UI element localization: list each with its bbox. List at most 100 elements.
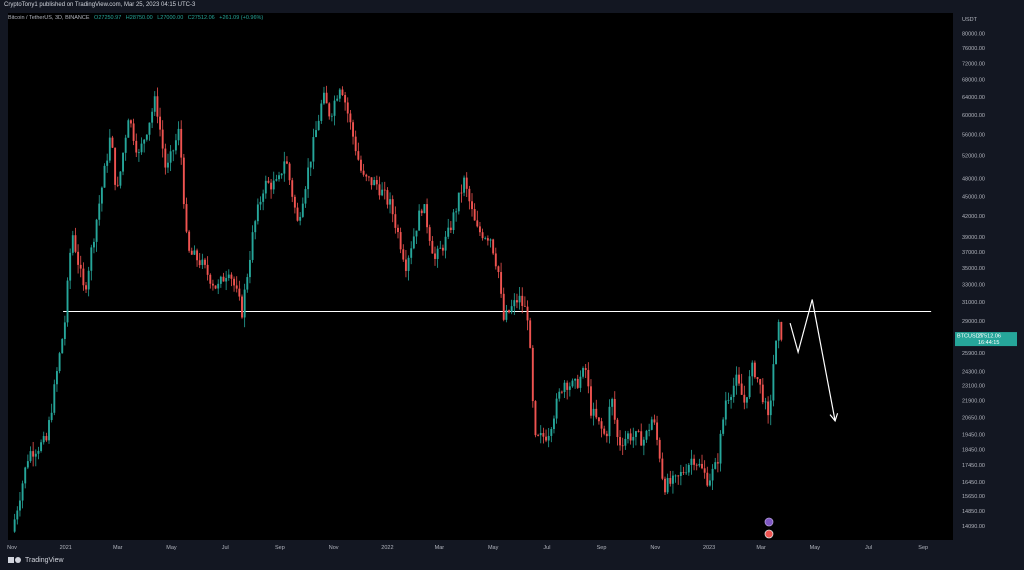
candle-body — [693, 458, 696, 465]
x-tick-label: Mar — [435, 545, 445, 551]
candle-body — [748, 376, 751, 398]
candle-body — [143, 139, 146, 144]
candle-body — [280, 173, 283, 176]
candle-body — [714, 462, 717, 469]
candle-body — [214, 285, 217, 289]
candle-body — [661, 458, 664, 479]
candle-body — [523, 305, 526, 307]
candle-body — [621, 445, 624, 447]
candle-body — [505, 310, 508, 320]
candle-body — [632, 436, 635, 441]
projection-arrowhead — [829, 413, 839, 423]
candle-body — [219, 276, 222, 284]
y-tick-label: 42000.00 — [962, 214, 985, 220]
candle-body — [756, 377, 759, 380]
candle-body — [394, 214, 397, 228]
candle-body — [423, 204, 426, 214]
candle-body — [478, 226, 481, 233]
candle-body — [360, 159, 362, 171]
candle-body — [230, 274, 233, 279]
legend-open: O27250.97 — [94, 15, 122, 21]
candle-body — [481, 232, 484, 239]
candle-body — [185, 204, 188, 232]
event-marker-icon — [764, 517, 774, 527]
projection-path — [789, 299, 836, 422]
candle-body — [262, 193, 265, 202]
candle-body — [217, 283, 220, 289]
candle-body — [174, 140, 177, 151]
y-tick-label: 25900.00 — [962, 351, 985, 357]
candle-body — [576, 378, 579, 388]
candle-body — [124, 137, 127, 153]
last-price-value: 27512.06 — [978, 334, 1001, 340]
candle-body — [497, 266, 500, 273]
y-tick-label: 68000.00 — [962, 78, 985, 84]
candle-body — [608, 406, 611, 437]
candle-body — [188, 231, 191, 251]
candle-body — [494, 253, 497, 267]
y-tick-label: 21900.00 — [962, 399, 985, 405]
candle-body — [732, 385, 735, 398]
candle-body — [716, 462, 719, 464]
footer-brand: TradingView — [8, 556, 64, 564]
candle-body — [77, 251, 80, 265]
candle-body — [63, 322, 66, 339]
candle-body — [410, 248, 413, 258]
chart-plot-area[interactable] — [8, 13, 953, 540]
candle-body — [743, 394, 746, 403]
candle-body — [431, 240, 434, 254]
candle-body — [550, 429, 553, 436]
candle-body — [259, 201, 262, 205]
candle-body — [399, 232, 402, 250]
candle-body — [664, 478, 666, 493]
candle-body — [37, 450, 40, 454]
candle-body — [201, 259, 204, 266]
candle-body — [130, 120, 132, 124]
candle-body — [190, 250, 193, 255]
candle-body — [415, 230, 418, 237]
candle-body — [182, 157, 185, 205]
candle-body — [317, 120, 320, 131]
candle-body — [238, 288, 241, 297]
candle-body — [283, 161, 286, 174]
candle-body — [412, 236, 415, 249]
y-tick-label: 64000.00 — [962, 95, 985, 101]
legend-symbol: Bitcoin / TetherUS, 3D, BINANCE — [8, 15, 90, 21]
candle-body — [751, 362, 754, 377]
candle-body — [246, 277, 249, 290]
economic-event-icon — [764, 529, 774, 539]
candle-body — [687, 464, 690, 473]
y-tick-label: 23100.00 — [962, 384, 985, 390]
candle-body — [357, 151, 360, 160]
candle-body — [267, 180, 270, 183]
candle-body — [605, 433, 608, 437]
candle-body — [21, 483, 24, 501]
candle-body — [460, 192, 463, 194]
candle-body — [455, 211, 458, 213]
candle-body — [642, 439, 645, 446]
candle-body — [637, 431, 640, 432]
candle-body — [90, 247, 93, 271]
candle-body — [333, 100, 336, 116]
x-tick-label: Mar — [113, 545, 123, 551]
candle-body — [738, 374, 740, 384]
candle-body — [341, 89, 344, 96]
candle-body — [74, 235, 77, 252]
candle-body — [563, 382, 566, 393]
candle-body — [198, 260, 201, 266]
candle-body — [685, 472, 688, 474]
candle-body — [553, 418, 555, 430]
candle-body — [370, 177, 373, 186]
candle-body — [579, 376, 582, 388]
candle-body — [50, 412, 53, 421]
candle-body — [344, 95, 347, 103]
candle-body — [98, 203, 101, 220]
x-tick-label: 2022 — [381, 545, 393, 551]
candle-body — [753, 362, 756, 378]
candle-body — [513, 300, 516, 307]
candle-body — [151, 111, 154, 123]
last-price-symbol: BTCUSDT — [957, 334, 984, 340]
candle-body — [650, 419, 653, 430]
candle-body — [307, 167, 310, 190]
